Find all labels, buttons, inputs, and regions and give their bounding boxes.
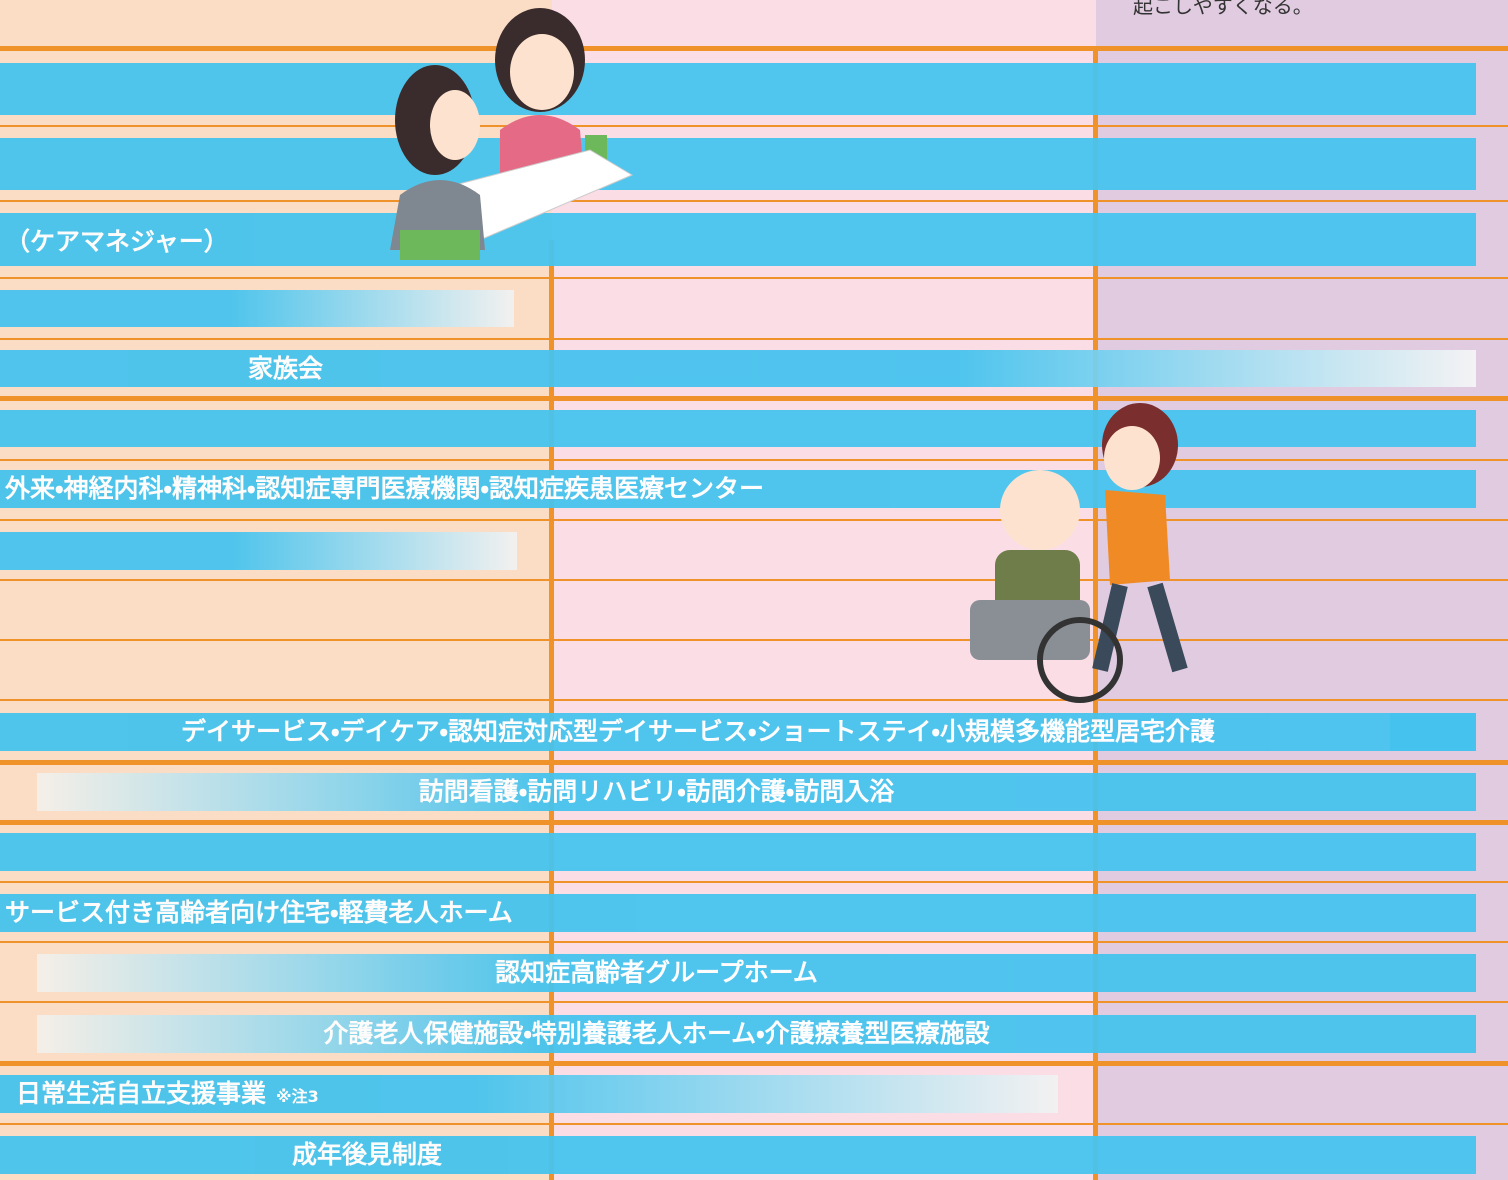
- bar: 訪問看護・訪問リハビリ・訪問介護・訪問入浴: [37, 773, 1476, 811]
- illustration-wheelchair: [970, 403, 1188, 703]
- bar: サービス付き高齢者向け住宅・軽費老人ホーム: [0, 894, 1476, 932]
- divider: [549, 240, 554, 1180]
- bar: [0, 138, 1476, 190]
- rule: [0, 338, 1508, 340]
- bar: [0, 532, 517, 570]
- rule: [0, 125, 1508, 127]
- bar: 成年後見制度: [0, 1136, 1476, 1174]
- rule: [0, 459, 1508, 461]
- rule: [0, 699, 1508, 701]
- divider: [1093, 48, 1098, 1180]
- rule: [0, 46, 1508, 51]
- header-note: 起こしやすくなる。: [1133, 0, 1313, 18]
- rule: [0, 579, 1508, 581]
- bar: 家族会: [0, 350, 1476, 387]
- bar: [0, 833, 1476, 871]
- rule: [0, 396, 1508, 401]
- rule: [0, 820, 1508, 825]
- rule: [0, 519, 1508, 521]
- bar-label: 日常生活自立支援事業: [16, 1079, 267, 1108]
- bar: （ケアマネジャー）: [0, 213, 1476, 266]
- bar: [0, 410, 1476, 447]
- rule: [0, 1001, 1508, 1003]
- bar: デイサービス・デイケア・認知症対応型デイサービス・ショートステイ・小規模多機能型…: [0, 713, 1396, 751]
- rule: [0, 760, 1508, 765]
- rule: [0, 1061, 1508, 1066]
- bar: [0, 290, 514, 327]
- illustration-consultation: [390, 8, 634, 260]
- rule: [0, 881, 1508, 883]
- bar: 外来・神経内科・精神科・認知症専門医療機関・認知症疾患医療センター: [0, 470, 1476, 508]
- bar-end: [1390, 713, 1476, 751]
- bar-note: ※注3: [276, 1087, 319, 1106]
- rule: [0, 941, 1508, 943]
- bar: [0, 63, 1476, 115]
- bar: 認知症高齢者グループホーム: [37, 954, 1476, 992]
- rule: [0, 1123, 1508, 1125]
- rule: [0, 639, 1508, 641]
- bar: 介護老人保健施設・特別養護老人ホーム・介護療養型医療施設: [37, 1015, 1476, 1053]
- rule: [0, 277, 1508, 279]
- rule: [0, 200, 1508, 202]
- bar: 日常生活自立支援事業 ※注3: [0, 1075, 1058, 1113]
